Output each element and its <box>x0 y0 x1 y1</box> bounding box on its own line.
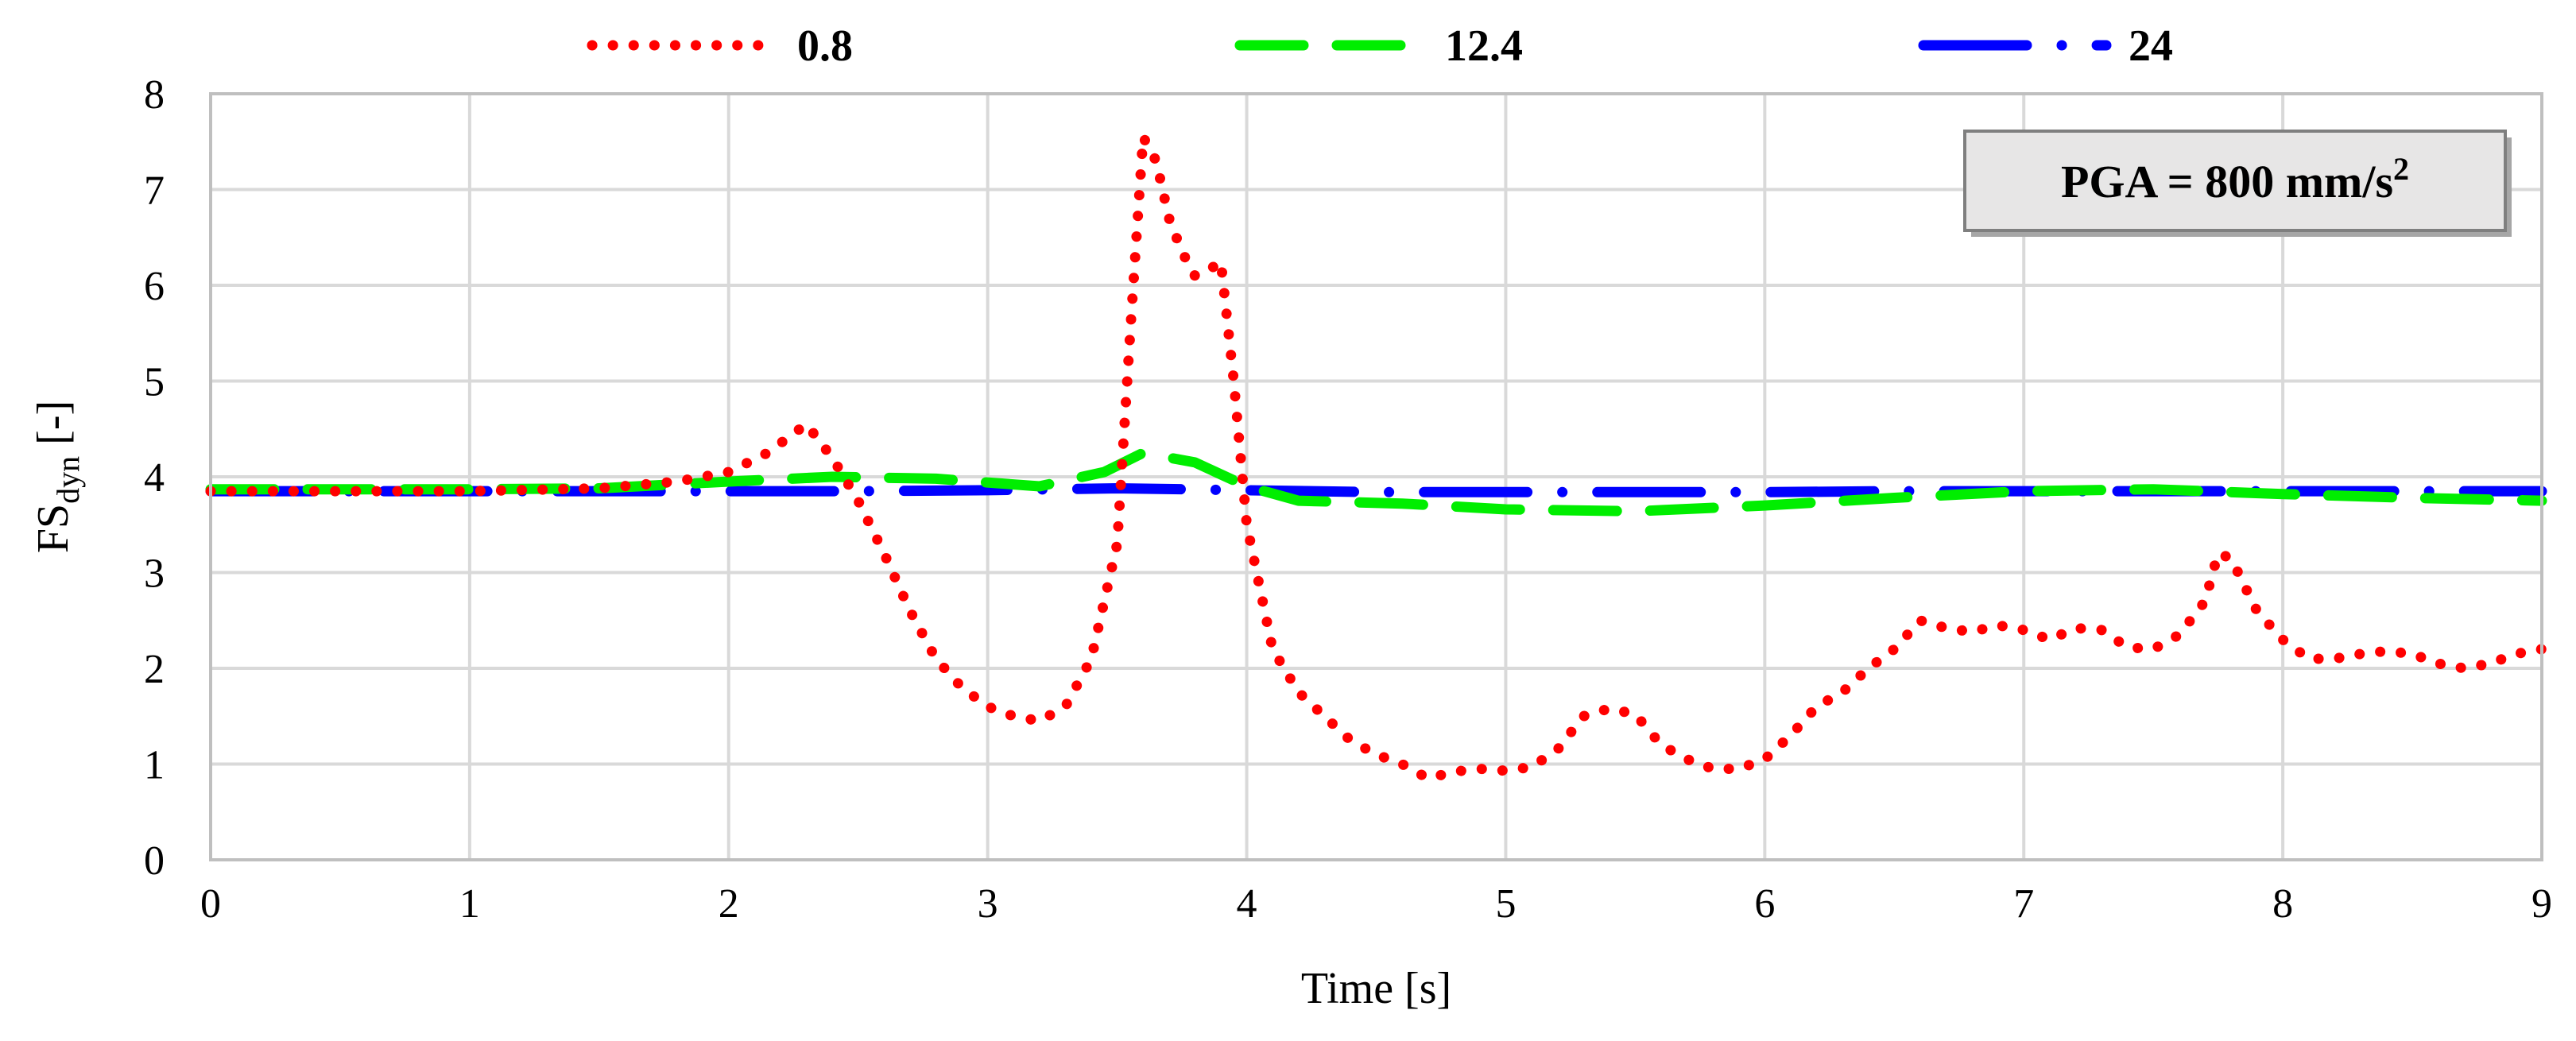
x-tick-label: 2 <box>719 881 739 927</box>
annotation-superscript: 2 <box>2393 151 2409 187</box>
series-line <box>205 447 2547 517</box>
x-tick-label: 3 <box>978 881 998 927</box>
y-tick-label: 3 <box>144 551 165 597</box>
x-tick-label: 6 <box>1754 881 1775 927</box>
y-tick-label: 7 <box>144 168 165 214</box>
annotation: PGA = 800 mm/s2 <box>1963 130 2512 237</box>
y-axis-title-unit: [-] <box>29 401 78 445</box>
x-tick-label: 4 <box>1237 881 1257 927</box>
x-axis-title: Time [s] <box>1301 964 1451 1013</box>
annotation-main: PGA = 800 mm/s <box>2061 156 2393 207</box>
tick-labels: 0 1 2 3 4 5 6 7 8 9 0 1 2 3 4 5 6 7 8 <box>144 72 2552 927</box>
legend-label: 0.8 <box>797 21 853 71</box>
y-tick-label: 4 <box>144 455 165 501</box>
x-tick-label: 5 <box>1495 881 1516 927</box>
y-tick-label: 1 <box>144 743 165 788</box>
y-tick-label: 8 <box>144 72 165 118</box>
x-tick-label: 9 <box>2531 881 2552 927</box>
y-tick-label: 6 <box>144 264 165 309</box>
x-tick-label: 8 <box>2272 881 2293 927</box>
x-tick-label: 7 <box>2013 881 2034 927</box>
x-tick-label: 0 <box>200 881 221 927</box>
legend-label: 12.4 <box>1445 21 1523 71</box>
y-axis-title-unit-spacer <box>29 445 78 456</box>
y-tick-label: 0 <box>144 838 165 884</box>
series-line <box>205 131 2547 784</box>
series-line <box>205 483 2547 497</box>
plot-frame <box>209 92 2543 861</box>
y-axis-title-subscript: dyn <box>50 456 86 504</box>
y-axis-title-base: FS <box>29 504 78 553</box>
y-tick-label: 5 <box>144 360 165 405</box>
legend-label: 24 <box>2129 21 2173 71</box>
x-tick-label: 1 <box>459 881 480 927</box>
y-axis-title: FSdyn [-] <box>29 401 86 553</box>
legend: 0.8 12.4 24 <box>587 21 2173 71</box>
annotation-text: PGA = 800 mm/s2 <box>2061 151 2409 207</box>
annotation-box <box>1963 130 2507 232</box>
series-lines <box>205 131 2547 784</box>
y-tick-label: 2 <box>144 647 165 692</box>
